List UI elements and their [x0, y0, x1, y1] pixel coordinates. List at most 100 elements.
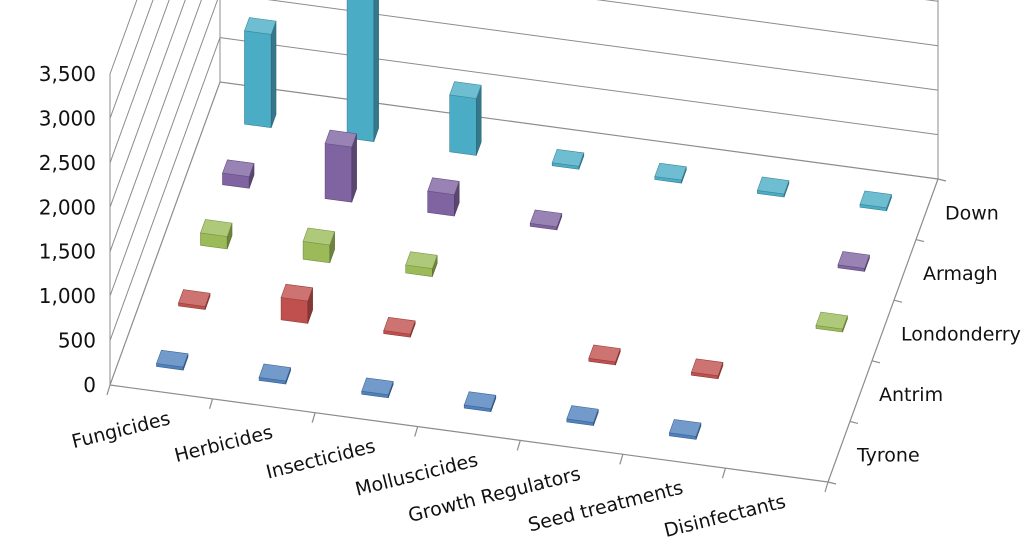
- bar-top-face: [178, 289, 211, 307]
- series-tick: [827, 481, 837, 485]
- bar-down-6: [859, 190, 892, 212]
- bar-tyrone-3: [463, 391, 497, 413]
- series-axis-line: [827, 178, 939, 483]
- category-tick: [721, 467, 727, 479]
- bar-top-face: [654, 162, 687, 181]
- bar-londonderry-6: [815, 311, 848, 333]
- bar-armagh-3: [529, 209, 563, 231]
- bar-top-face: [690, 358, 724, 377]
- bar-top-face: [405, 251, 438, 269]
- gridline: [109, 0, 939, 252]
- bar-front-face: [346, 0, 375, 142]
- bar-top-face: [588, 344, 621, 363]
- bar-top-face: [756, 176, 790, 195]
- gridline: [109, 0, 939, 297]
- bar-tyrone-1: [258, 363, 292, 385]
- bar-top-face: [280, 283, 314, 302]
- series-tick: [893, 299, 903, 303]
- bars: [156, 0, 892, 440]
- gridline: [109, 81, 939, 386]
- floor: [106, 178, 947, 493]
- bar-front-face: [449, 94, 477, 156]
- bar-top-face: [383, 316, 416, 335]
- series-label: Down: [945, 202, 999, 224]
- category-label: Fungicides: [69, 407, 172, 453]
- bar-tyrone-4: [566, 405, 599, 426]
- series-tick: [871, 360, 881, 364]
- bar-armagh-6: [837, 251, 870, 272]
- bar-down-5: [756, 176, 790, 198]
- bar-antrim-5: [690, 358, 724, 380]
- y-tick-label: 3,500: [39, 62, 96, 86]
- category-tick: [208, 398, 214, 410]
- bar-front-face: [324, 143, 353, 203]
- y-tick-label: 3,000: [39, 106, 96, 130]
- bar-tyrone-0: [156, 349, 189, 371]
- bar-tyrone-2: [361, 377, 394, 399]
- bar-antrim-4: [588, 344, 621, 366]
- series-label: Antrim: [879, 384, 943, 406]
- bar-top-face: [200, 219, 233, 237]
- y-tick-label: 1,500: [39, 240, 96, 264]
- bar-armagh-2: [427, 177, 460, 217]
- bar-top-face: [529, 209, 563, 228]
- y-tick-label: 2,500: [39, 151, 96, 175]
- bar-top-face: [222, 159, 255, 178]
- bar-down-2: [449, 81, 482, 156]
- bar-top-face: [449, 81, 482, 99]
- y-tick-label: 2,000: [39, 195, 96, 219]
- bar-top-face: [324, 129, 358, 148]
- bar-top-face: [244, 17, 277, 35]
- bar-top-face: [551, 148, 585, 167]
- y-tick-label: 0: [83, 373, 96, 397]
- gridline: [109, 37, 939, 341]
- bar-top-face: [668, 419, 702, 437]
- bar-side-face: [270, 20, 277, 128]
- series-label: Armagh: [923, 263, 998, 285]
- bar-front-face: [280, 297, 309, 324]
- series-tick: [915, 239, 925, 243]
- bar-down-1: [346, 0, 379, 142]
- gridlines: [109, 0, 939, 386]
- series-tick: [849, 420, 859, 424]
- category-tick: [106, 384, 111, 396]
- bar-top-face: [427, 177, 460, 196]
- bar-front-face: [427, 190, 455, 217]
- bar-down-4: [654, 162, 687, 184]
- bar-londonderry-1: [302, 227, 336, 264]
- bar-armagh-0: [222, 159, 255, 189]
- y-tick-label: 500: [58, 329, 96, 353]
- category-tick: [619, 454, 624, 465]
- series-label: Londonderry: [901, 324, 1021, 346]
- bar-top-face: [302, 227, 336, 246]
- bar-top-face: [566, 405, 599, 423]
- bar-antrim-2: [383, 316, 416, 338]
- category-label: Insecticides: [264, 435, 378, 483]
- gridline: [109, 0, 939, 208]
- bar-top-face: [156, 349, 189, 368]
- category-axis-line: [109, 384, 829, 483]
- category-tick: [414, 426, 419, 437]
- category-tick: [516, 440, 521, 451]
- bar-top-face: [859, 190, 892, 209]
- bar-tyrone-5: [668, 419, 702, 440]
- series-label: Tyrone: [856, 445, 920, 467]
- category-tick: [311, 412, 316, 423]
- gridline: [109, 0, 138, 75]
- category-tick: [824, 481, 829, 493]
- bar-antrim-1: [280, 283, 314, 324]
- bar-armagh-1: [324, 129, 358, 203]
- bar-top-face: [361, 377, 394, 396]
- bar-antrim-0: [178, 289, 211, 310]
- bar-side-face: [373, 0, 379, 142]
- gridline: [109, 0, 170, 164]
- bar-top-face: [258, 363, 292, 382]
- y-tick-label: 1,000: [39, 284, 96, 308]
- bar-down-3: [551, 148, 585, 170]
- bar-top-face: [463, 391, 497, 410]
- series-tick: [937, 178, 947, 182]
- bar-londonderry-0: [200, 219, 233, 250]
- bar-top-face: [815, 311, 848, 330]
